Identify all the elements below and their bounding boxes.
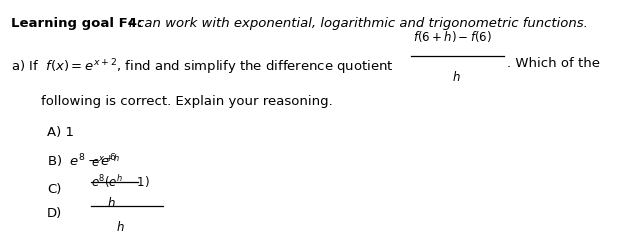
Text: following is correct. Explain your reasoning.: following is correct. Explain your reaso… (41, 95, 333, 108)
Text: . Which of the: . Which of the (507, 57, 600, 70)
Text: D): D) (47, 207, 62, 220)
Text: $h$: $h$ (452, 70, 461, 84)
Text: $f(6+h)-f(6)$: $f(6+h)-f(6)$ (413, 29, 492, 44)
Text: a) If  $f(x)=e^{x+2}$, find and simplify the difference quotient: a) If $f(x)=e^{x+2}$, find and simplify … (11, 57, 394, 77)
Text: B)  $e^{8}-e^{6}$: B) $e^{8}-e^{6}$ (47, 152, 117, 170)
Text: C): C) (47, 183, 62, 196)
Text: Learning goal F4:: Learning goal F4: (11, 17, 143, 30)
Text: $e^{x+h}$: $e^{x+h}$ (91, 154, 121, 170)
Text: $h$: $h$ (107, 196, 116, 210)
Text: $h$: $h$ (116, 220, 125, 234)
Text: A) 1: A) 1 (47, 126, 74, 139)
Text: I can work with exponential, logarithmic and trigonometric functions.: I can work with exponential, logarithmic… (129, 17, 588, 30)
Text: $e^{8}(e^{h}-1)$: $e^{8}(e^{h}-1)$ (91, 174, 150, 190)
